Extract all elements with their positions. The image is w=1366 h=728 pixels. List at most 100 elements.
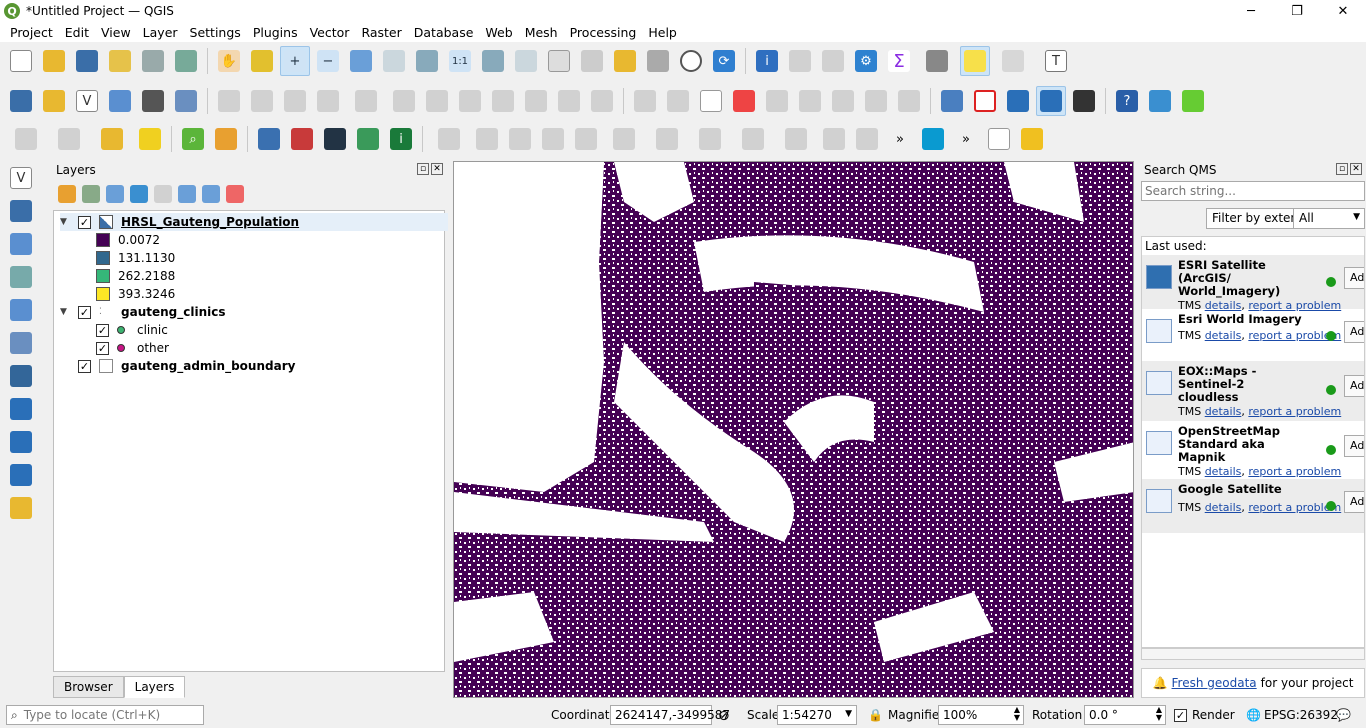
float-panel-button[interactable]: ▫ (417, 163, 429, 175)
new-map-view-button[interactable] (544, 46, 574, 76)
minimize-button[interactable]: ─ (1247, 3, 1255, 19)
layer-checkbox[interactable]: ✓ (78, 215, 91, 229)
advanced-digitizing-3-button[interactable] (505, 124, 535, 154)
data-source-manager-button[interactable] (6, 86, 36, 116)
add-service-button[interactable]: Add (1344, 267, 1364, 289)
filter-icon[interactable] (130, 185, 148, 203)
zoom-next-button[interactable] (511, 46, 541, 76)
move-label-button[interactable] (828, 86, 858, 116)
search-qms-toggle-button[interactable] (1036, 86, 1066, 116)
filter-select[interactable]: All ▼ (1293, 208, 1365, 229)
details-link[interactable]: details (1204, 501, 1242, 514)
expand-all-icon[interactable] (178, 185, 196, 203)
delete-selected-button[interactable] (422, 86, 452, 116)
open-project-button[interactable] (39, 46, 69, 76)
qms-search-input[interactable] (1141, 181, 1365, 201)
advanced-digitizing-4-button[interactable] (538, 124, 568, 154)
layer-row-clinics[interactable]: ▼ ✓ ⁚ gauteng_clinics (60, 303, 226, 321)
report-problem-link[interactable]: report a problem (1248, 299, 1342, 312)
deselect-button[interactable] (92, 124, 132, 154)
collapse-all-icon[interactable] (202, 185, 220, 203)
new-shapefile-layer-button[interactable]: V (72, 86, 102, 116)
help-button[interactable]: ? (1112, 86, 1142, 116)
details-link[interactable]: details (1204, 329, 1242, 342)
rotation-spinbox[interactable]: 0.0 ° ▲ ▼ (1084, 705, 1166, 725)
qms-service-item[interactable]: Esri World Imagery TMS details, report a… (1142, 309, 1364, 361)
add-wfs-layer-button[interactable] (6, 460, 36, 490)
style-manager-button[interactable] (171, 46, 201, 76)
report-problem-link[interactable]: report a problem (1248, 329, 1342, 342)
legend-checkbox[interactable]: ✓ (96, 323, 109, 337)
messages-icon[interactable]: 💬 (1336, 708, 1351, 722)
menu-web[interactable]: Web (485, 24, 513, 40)
redo-button[interactable] (587, 86, 617, 116)
menu-edit[interactable]: Edit (64, 24, 89, 40)
statistical-summary-button[interactable]: Σ (884, 46, 914, 76)
show-bookmarks-button[interactable] (643, 46, 673, 76)
add-vector-layer-button[interactable]: V (6, 163, 36, 193)
crs-button[interactable]: EPSG:26392 (1264, 708, 1338, 722)
identify-features-button[interactable]: i (752, 46, 782, 76)
advanced-digitizing-9-button[interactable] (733, 124, 773, 154)
add-service-button[interactable]: Add (1344, 435, 1364, 457)
rotate-label-button[interactable] (861, 86, 891, 116)
info-plugin-button[interactable]: i (386, 124, 416, 154)
float-panel-button[interactable]: ▫ (1336, 163, 1348, 175)
menu-settings[interactable]: Settings (189, 24, 241, 40)
field-calculator-button[interactable] (818, 46, 848, 76)
layer-row-hrsl[interactable]: ▼ ✓ HRSL_Gauteng_Population (60, 213, 448, 231)
new-temporary-layer-button[interactable] (105, 86, 135, 116)
menu-help[interactable]: Help (648, 24, 677, 40)
python-console-button[interactable] (254, 124, 284, 154)
paste-features-button[interactable] (521, 86, 551, 116)
cut-features-button[interactable] (455, 86, 485, 116)
tab-layers[interactable]: Layers (123, 676, 186, 698)
quickmapservices-button[interactable] (1069, 86, 1099, 116)
legend-checkbox[interactable]: ✓ (96, 341, 109, 355)
report-problem-link[interactable]: report a problem (1248, 405, 1342, 418)
highlight-pinned-labels-button[interactable] (696, 86, 726, 116)
search-tool-button[interactable] (918, 124, 948, 154)
style-icon[interactable] (58, 185, 76, 203)
toggle-extents-icon[interactable]: ⊘ (718, 708, 730, 724)
add-raster-layer-button[interactable] (6, 196, 36, 226)
menu-project[interactable]: Project (10, 24, 53, 40)
new-3d-view-button[interactable] (577, 46, 607, 76)
refresh-button[interactable]: ⟳ (709, 46, 739, 76)
digitize-button[interactable] (171, 86, 201, 116)
grass-button[interactable] (287, 124, 317, 154)
details-link[interactable]: details (1204, 405, 1242, 418)
close-panel-button[interactable]: ✕ (1350, 163, 1362, 175)
lock-scale-icon[interactable]: 🔒 (868, 708, 883, 722)
layout-manager-button[interactable] (138, 46, 168, 76)
menu-database[interactable]: Database (413, 24, 474, 40)
collapse-arrow-icon[interactable]: ▼ (60, 217, 67, 227)
new-project-button[interactable] (6, 46, 36, 76)
zoom-to-layer-button[interactable] (412, 46, 442, 76)
annotation-button[interactable] (135, 124, 165, 154)
menu-layer[interactable]: Layer (142, 24, 178, 40)
advanced-digitizing-10-button[interactable] (776, 124, 816, 154)
add-service-button[interactable]: Add (1344, 321, 1364, 343)
report-problem-link[interactable]: report a problem (1248, 501, 1342, 514)
details-link[interactable]: details (1204, 299, 1242, 312)
add-feature-button[interactable] (313, 86, 343, 116)
fresh-geodata-link[interactable]: Fresh geodata (1171, 676, 1257, 690)
zoom-native-button[interactable]: 1:1 (445, 46, 475, 76)
layer-checkbox[interactable]: ✓ (78, 305, 91, 319)
add-service-button[interactable]: Add (1344, 491, 1364, 513)
layer-diagram-button[interactable] (663, 86, 693, 116)
qms-service-item[interactable]: Google Satellite TMS details, report a p… (1142, 479, 1364, 533)
add-virtual-layer-button[interactable] (6, 493, 36, 523)
undo-button[interactable] (554, 86, 584, 116)
plugin-button-2[interactable] (1178, 86, 1208, 116)
filter-expression-icon[interactable] (154, 185, 172, 203)
remove-layer-icon[interactable] (226, 185, 244, 203)
save-edits-button[interactable] (280, 86, 310, 116)
advanced-digitizing-5-button[interactable] (571, 124, 601, 154)
map-canvas[interactable] (453, 161, 1134, 698)
menu-vector[interactable]: Vector (309, 24, 350, 40)
geometry-checker-button[interactable] (970, 86, 1000, 116)
modify-attributes-button[interactable] (389, 86, 419, 116)
magnifier-spinbox[interactable]: 100% ▲ ▼ (938, 705, 1024, 725)
